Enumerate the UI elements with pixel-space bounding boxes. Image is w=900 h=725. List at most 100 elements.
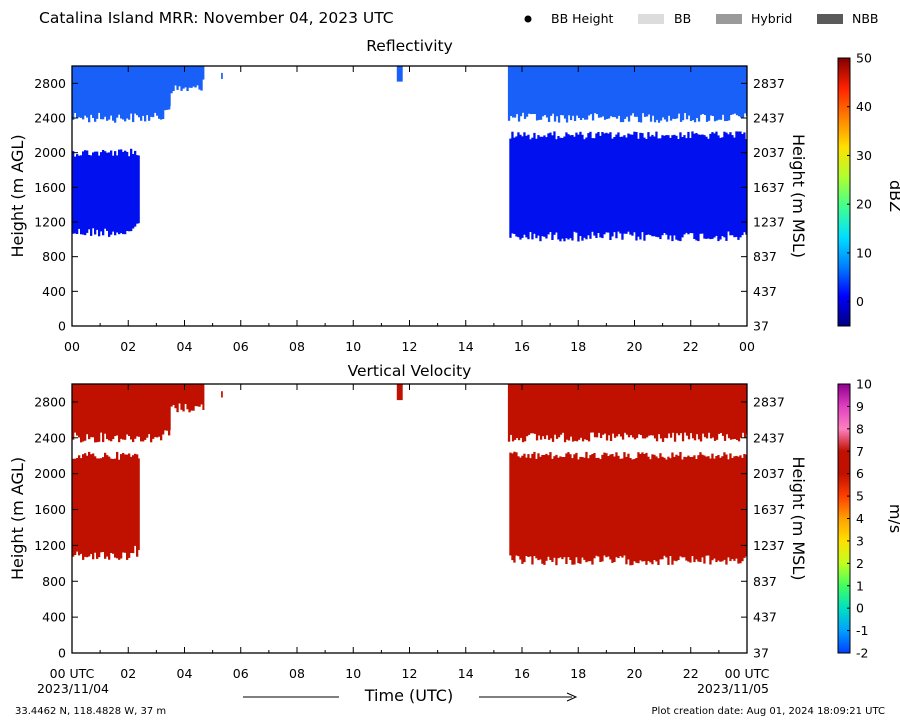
reflectivity-data-cell [398,66,402,82]
vertical-velocity-data-cell [517,384,521,441]
vertical-velocity-data-cell [400,384,403,401]
vertical-velocity-data-cell [182,384,185,412]
vertical-velocity-x-tick-label: 20 [627,666,643,681]
vertical-velocity-x-tick-label: 18 [570,666,586,681]
reflectivity-data-cell [691,66,695,121]
vertical-velocity-data-cell [605,384,609,441]
reflectivity-data-cell [659,138,662,240]
reflectivity-y2-tick-label: 2837 [753,76,785,91]
reflectivity-data-cell [605,66,609,119]
vertical-velocity-data-cell [547,455,550,557]
vertical-velocity-data-cell [170,384,173,407]
vertical-velocity-data-cell [146,384,149,438]
reflectivity-data-cell [543,66,547,115]
reflectivity-data-cell [643,137,646,241]
vertical-velocity-data-cell [703,455,706,564]
vertical-velocity-data-cell [106,455,109,557]
vertical-velocity-data-cell [637,384,641,435]
vertical-velocity-data-cell [513,451,516,563]
reflectivity-data-cell [132,154,135,229]
reflectivity-data-cell [130,66,133,114]
reflectivity-data-cell [80,155,83,235]
reflectivity-data-cell [629,66,633,116]
reflectivity-data-cell [170,66,171,107]
reflectivity-y-tick-label: 0 [58,319,66,334]
vertical-velocity-data-cell [96,458,99,559]
reflectivity-data-cell [535,138,538,239]
reflectivity-data-cell [78,155,81,229]
vertical-velocity-y2-tick-label: 2037 [753,466,785,481]
vertical-velocity-x-tick-label: 00 UTC [725,666,770,681]
reflectivity-data-cell [94,151,97,235]
reflectivity-data-cell [162,66,165,119]
vertical-velocity-data-cell [118,459,121,560]
reflectivity-data-cell [142,66,145,116]
reflectivity-data-cell [665,135,668,235]
vertical-velocity-data-cell [561,457,564,560]
vertical-velocity-data-cell [110,384,113,442]
reflectivity-data-cell [643,66,647,117]
reflectivity-data-cell [531,137,534,240]
vertical-velocity-data-cell [643,384,647,439]
reflectivity-data-cell [613,66,617,118]
vertical-velocity-data-cell [188,384,191,413]
reflectivity-data-cell [188,66,191,88]
reflectivity-data-cell [699,134,702,234]
vertical-velocity-data-cell [721,384,725,436]
vertical-velocity-data-cell [178,384,181,404]
vertical-velocity-data-cell [86,455,89,558]
vertical-velocity-data-cell [86,384,89,435]
vertical-velocity-data-cell [705,456,708,556]
vertical-velocity-data-cell [587,384,591,442]
reflectivity-data-cell [735,66,739,116]
reflectivity-data-cell [106,152,109,231]
reflectivity-data-cell [709,66,713,116]
vertical-velocity-data-cell [687,455,690,562]
vertical-velocity-data-cell [549,452,552,560]
reflectivity-data-cell [703,135,706,239]
reflectivity-data-cell [685,138,688,233]
vertical-velocity-data-cell [102,457,105,552]
reflectivity-data-cell [543,135,546,237]
reflectivity-data-cell [715,131,718,236]
reflectivity-data-cell [396,66,400,82]
reflectivity-data-cell [549,132,552,232]
figure-title: Catalina Island MRR: November 04, 2023 U… [39,9,394,27]
reflectivity-data-cell [196,66,199,86]
vertical-velocity-data-cell [92,453,95,560]
reflectivity-data-cell [723,66,727,122]
vertical-velocity-data-cell [699,452,702,562]
vertical-velocity-y-tick-label: 0 [58,646,66,661]
vertical-velocity-data-cell [691,456,694,556]
reflectivity-data-cell [603,66,607,120]
vertical-velocity-y-tick-label: 1600 [34,502,66,517]
reflectivity-data-cell [517,132,520,238]
vertical-velocity-data-cell [739,384,743,438]
reflectivity-data-cell [573,66,577,121]
vertical-velocity-data-cell [84,384,87,441]
vertical-velocity-colorbar-label: m/s [886,504,900,533]
vertical-velocity-data-cell [705,384,709,439]
vertical-velocity-data-cell [545,384,549,436]
reflectivity-data-cell [705,136,708,239]
reflectivity-data-cell [90,66,93,115]
vertical-velocity-data-cell [74,458,77,555]
vertical-velocity-data-cell [617,384,621,435]
reflectivity-data-cell [122,151,125,235]
vertical-velocity-y2-tick-label: 1237 [753,538,785,553]
vertical-velocity-data-cell [517,456,520,557]
reflectivity-data-cell [633,66,637,117]
vertical-velocity-data-cell [138,458,140,550]
vertical-velocity-data-cell [80,384,83,443]
vertical-velocity-data-cell [126,454,129,560]
reflectivity-data-cell [112,66,115,121]
vertical-velocity-data-cell [531,384,535,434]
reflectivity-data-cell [509,138,512,238]
vertical-velocity-data-cell [202,384,205,410]
vertical-velocity-data-cell [519,384,523,438]
reflectivity-x-tick-label: 20 [627,339,643,354]
vertical-velocity-data-cell [549,384,553,439]
vertical-velocity-data-cell [164,384,167,431]
vertical-velocity-data-cell [98,384,101,442]
